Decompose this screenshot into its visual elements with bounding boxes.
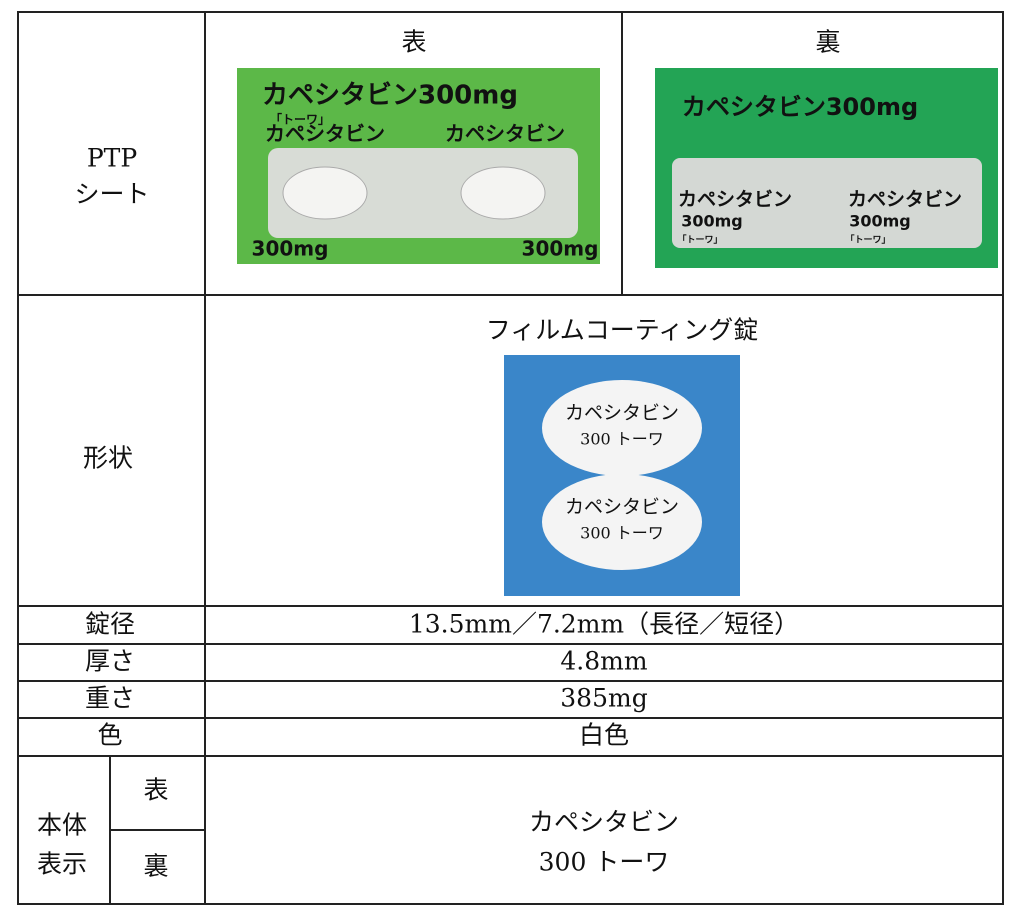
row-label: 重さ [85,684,135,713]
photo-text: カペシタビン [265,122,385,146]
column-heading: 裏 [815,28,840,57]
row-label: 表示 [37,850,87,879]
row-value: 白色 [579,721,629,750]
imprint-text: 300 トーワ [539,848,670,877]
photo-text: 300mg [252,237,329,261]
row-label: 本体 [37,811,87,840]
tablet-text: 300 トーワ [580,430,664,449]
photo-text: カペシタビン [678,189,792,211]
photo-text: 「トーワ」 [270,112,330,127]
row-label: シート [74,180,149,209]
row-value: 4.8mm [560,647,647,676]
row-value: 385mg [560,684,647,713]
photo-text: カペシタビン [445,122,565,146]
photo-text: 300mg [522,237,599,261]
photo-text: カペシタビン [848,189,962,211]
shape-caption: フィルムコーティング錠 [486,316,759,345]
row-label: 形状 [83,444,133,473]
row-label: PTP [87,144,137,173]
row-label: 錠径 [85,610,135,639]
photo-text: 「トーワ」 [845,234,890,246]
imprint-text: カペシタビン [529,808,679,837]
row-label: 厚さ [85,647,135,676]
side-label: 裏 [143,852,168,881]
row-value: 13.5mm／7.2mm（長径／短径） [409,610,799,639]
table-grid [17,11,1004,905]
column-heading: 表 [401,28,426,57]
side-label: 表 [143,776,168,805]
row-label: 色 [97,721,122,750]
photo-text: カペシタビン300mg [682,93,918,121]
photo-text: カペシタビン300mg [262,81,518,111]
ptp-front-photo: カペシタビン300mg 「トーワ」 カペシタビン カペシタビン 300mg 30… [237,68,600,264]
tablet-text: 300 トーワ [580,524,664,543]
tablet-text: カペシタビン [565,402,679,424]
photo-text: 300mg [681,212,743,231]
tablet-text: カペシタビン [565,496,679,518]
photo-text: 300mg [849,212,911,231]
tablet-photo: カペシタビン 300 トーワ カペシタビン 300 トーワ [504,355,740,596]
ptp-back-photo: カペシタビン300mg カペシタビン カペシタビン 300mg 300mg 「ト… [655,68,998,268]
photo-text: 「トーワ」 [677,234,722,246]
